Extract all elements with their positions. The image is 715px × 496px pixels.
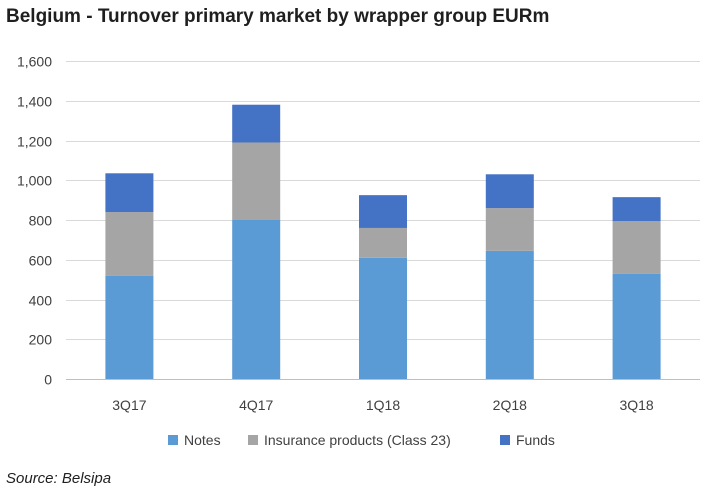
bar-funds-2q18 xyxy=(485,174,534,209)
x-tick-label: 4Q17 xyxy=(239,397,273,413)
legend-label: Insurance products (Class 23) xyxy=(264,432,451,448)
y-tick-label: 1,600 xyxy=(17,54,52,70)
bar-notes-3q17 xyxy=(105,275,154,379)
bar-insurance-products-class-23-3q18 xyxy=(612,220,661,274)
y-tick-label: 400 xyxy=(29,293,53,309)
legend-label: Notes xyxy=(184,432,221,448)
y-tick-label: 1,400 xyxy=(17,94,52,110)
x-axis: 3Q17 4Q17 1Q18 2Q18 3Q18 xyxy=(112,397,654,413)
bar-funds-3q18 xyxy=(612,197,661,221)
y-tick-label: 1,200 xyxy=(17,134,52,150)
y-tick-label: 0 xyxy=(44,372,52,388)
source-note: Source: Belsipa xyxy=(6,470,112,487)
bar-insurance-products-class-23-3q17 xyxy=(105,212,154,276)
bar-notes-4q17 xyxy=(232,220,281,379)
bar-notes-3q18 xyxy=(612,273,661,379)
chart-title: Belgium - Turnover primary market by wra… xyxy=(6,6,550,27)
legend-swatch xyxy=(500,435,510,445)
y-tick-label: 800 xyxy=(29,213,53,229)
legend-swatch xyxy=(248,435,258,445)
x-tick-label: 3Q17 xyxy=(112,397,146,413)
y-tick-label: 600 xyxy=(29,253,53,269)
x-tick-label: 1Q18 xyxy=(366,397,400,413)
bar-insurance-products-class-23-4q17 xyxy=(232,142,281,220)
bar-insurance-products-class-23-2q18 xyxy=(485,208,534,251)
bar-notes-1q18 xyxy=(359,257,407,379)
legend: Notes Insurance products (Class 23) Funds xyxy=(168,432,555,448)
bar-funds-3q17 xyxy=(105,173,154,213)
legend-swatch xyxy=(168,435,178,445)
x-tick-label: 2Q18 xyxy=(493,397,527,413)
legend-label: Funds xyxy=(516,432,555,448)
bar-funds-4q17 xyxy=(232,104,281,143)
y-tick-label: 200 xyxy=(29,332,53,348)
x-tick-label: 3Q18 xyxy=(619,397,653,413)
bar-funds-1q18 xyxy=(359,195,407,228)
bars xyxy=(105,104,661,379)
bar-insurance-products-class-23-1q18 xyxy=(359,227,407,258)
y-axis: 0 200 400 600 800 1,000 1,200 1,400 1,600 xyxy=(17,54,52,388)
bar-notes-2q18 xyxy=(485,250,534,379)
y-tick-label: 1,000 xyxy=(17,173,52,189)
